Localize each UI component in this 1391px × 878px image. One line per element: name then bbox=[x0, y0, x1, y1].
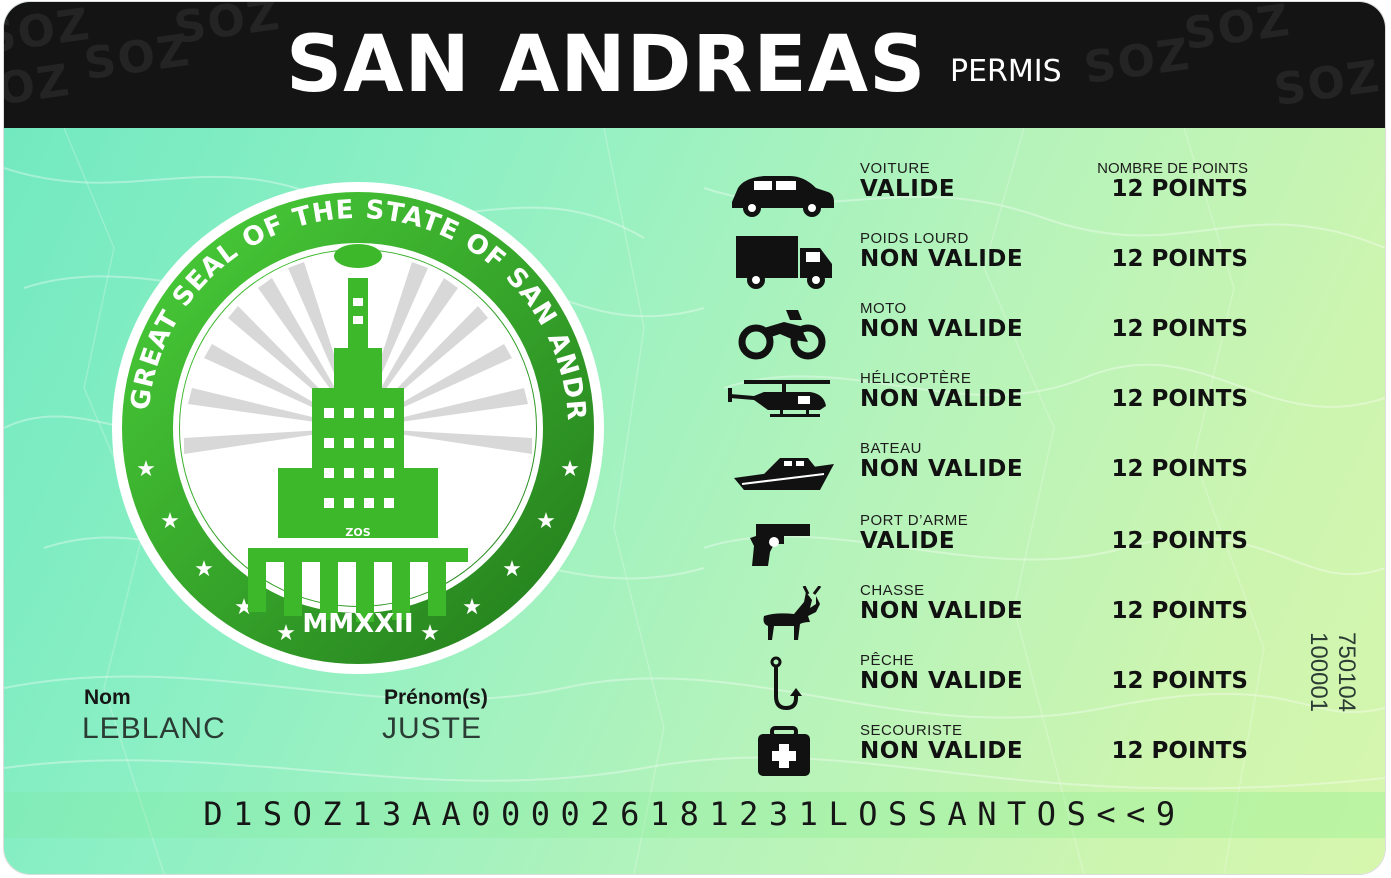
seal-building-mark: ZOS bbox=[345, 526, 370, 539]
license-status: NON VALIDE bbox=[860, 668, 1024, 694]
license-card: SOZ SOZ SOZ SOZ SOZ SOZ SOZ SAN ANDREAS … bbox=[4, 2, 1385, 874]
license-status: NON VALIDE bbox=[860, 386, 1024, 412]
boat-icon bbox=[734, 458, 834, 490]
license-status: NON VALIDE bbox=[860, 316, 1024, 342]
header-watermark: SOZ bbox=[170, 2, 285, 55]
license-status: NON VALIDE bbox=[860, 246, 1024, 272]
header-watermark: SOZ bbox=[4, 2, 95, 65]
license-row: BATEAU NON VALIDE 12 POINTS bbox=[724, 440, 1284, 500]
license-row: CHASSE NON VALIDE 12 POINTS bbox=[724, 582, 1284, 642]
license-category: POIDS LOURD bbox=[860, 230, 969, 247]
license-status: NON VALIDE bbox=[860, 598, 1024, 624]
header-watermark: SOZ bbox=[1270, 50, 1385, 117]
side-code-line1: 750104 bbox=[1333, 632, 1360, 713]
license-category: PÊCHE bbox=[860, 652, 915, 669]
svg-text:★: ★ bbox=[536, 509, 556, 534]
nom-label: Nom bbox=[84, 686, 131, 709]
license-status: NON VALIDE bbox=[860, 738, 1024, 764]
map-background bbox=[4, 128, 1385, 874]
license-status: NON VALIDE bbox=[860, 456, 1024, 482]
state-seal: THE GREAT SEAL OF THE STATE OF SAN ANDRE… bbox=[108, 178, 604, 674]
license-points: 12 POINTS bbox=[1111, 386, 1248, 412]
header-watermark: SOZ bbox=[4, 54, 75, 121]
deer-icon bbox=[763, 586, 822, 640]
license-status: VALIDE bbox=[860, 528, 956, 554]
license-category: PORT D’ARME bbox=[860, 512, 969, 529]
license-row: MOTO NON VALIDE 12 POINTS bbox=[724, 300, 1284, 360]
license-points: 12 POINTS bbox=[1111, 316, 1248, 342]
license-category: VOITURE bbox=[860, 160, 931, 177]
license-row: PORT D’ARME VALIDE 12 POINTS bbox=[724, 512, 1284, 572]
truck-icon bbox=[736, 236, 832, 289]
helicopter-icon bbox=[728, 380, 830, 417]
svg-text:★: ★ bbox=[194, 557, 214, 582]
card-subtitle: PERMIS bbox=[950, 54, 1062, 89]
header-watermark: SOZ bbox=[1180, 2, 1295, 61]
svg-text:★: ★ bbox=[560, 457, 580, 482]
license-category: HÉLICOPTÈRE bbox=[860, 370, 972, 387]
license-category: CHASSE bbox=[860, 582, 925, 599]
license-points: 12 POINTS bbox=[1111, 246, 1248, 272]
license-row: VOITURE VALIDE NOMBRE DE POINTS 12 POINTS bbox=[724, 160, 1284, 220]
license-row: SECOURISTE NON VALIDE 12 POINTS bbox=[724, 722, 1284, 782]
header-watermark: SOZ bbox=[1080, 28, 1195, 95]
license-points: 12 POINTS bbox=[1111, 456, 1248, 482]
svg-text:★: ★ bbox=[160, 509, 180, 534]
motorcycle-icon bbox=[738, 310, 826, 360]
gun-icon bbox=[750, 524, 810, 566]
side-code: 750104 100001 bbox=[1300, 632, 1360, 742]
license-row: HÉLICOPTÈRE NON VALIDE 12 POINTS bbox=[724, 370, 1284, 430]
prenom-label: Prénom(s) bbox=[384, 686, 488, 709]
license-points: 12 POINTS bbox=[1111, 668, 1248, 694]
card-title: SAN ANDREAS bbox=[286, 20, 927, 110]
mrz-line: D1SOZ13AA000026181231LOSSANTOS<<9 bbox=[203, 795, 1186, 833]
svg-text:★: ★ bbox=[502, 557, 522, 582]
license-category: MOTO bbox=[860, 300, 907, 317]
svg-text:★: ★ bbox=[420, 621, 440, 646]
license-points: 12 POINTS bbox=[1111, 176, 1248, 202]
prenom-value: JUSTE bbox=[382, 712, 483, 745]
license-row: PÊCHE NON VALIDE 12 POINTS bbox=[724, 652, 1284, 712]
license-points: 12 POINTS bbox=[1111, 738, 1248, 764]
car-icon bbox=[732, 176, 834, 217]
beaver-icon bbox=[334, 244, 382, 268]
side-code-line2: 100001 bbox=[1305, 632, 1332, 713]
svg-text:★: ★ bbox=[462, 595, 482, 620]
first-aid-kit-icon bbox=[758, 726, 810, 776]
license-row: POIDS LOURD NON VALIDE 12 POINTS bbox=[724, 230, 1284, 290]
svg-text:★: ★ bbox=[136, 457, 156, 482]
license-status: VALIDE bbox=[860, 176, 956, 202]
card-header: SOZ SOZ SOZ SOZ SOZ SOZ SOZ SAN ANDREAS … bbox=[4, 2, 1385, 128]
fishing-hook-icon bbox=[770, 656, 802, 711]
nom-value: LEBLANC bbox=[82, 712, 226, 745]
seal-year: MMXXII bbox=[302, 609, 413, 639]
license-points: 12 POINTS bbox=[1111, 598, 1248, 624]
mrz-band bbox=[4, 792, 1385, 838]
license-points: 12 POINTS bbox=[1111, 528, 1248, 554]
svg-text:★: ★ bbox=[276, 621, 296, 646]
points-header: NOMBRE DE POINTS bbox=[1097, 160, 1248, 177]
license-category: BATEAU bbox=[860, 440, 922, 457]
license-category: SECOURISTE bbox=[860, 722, 963, 739]
